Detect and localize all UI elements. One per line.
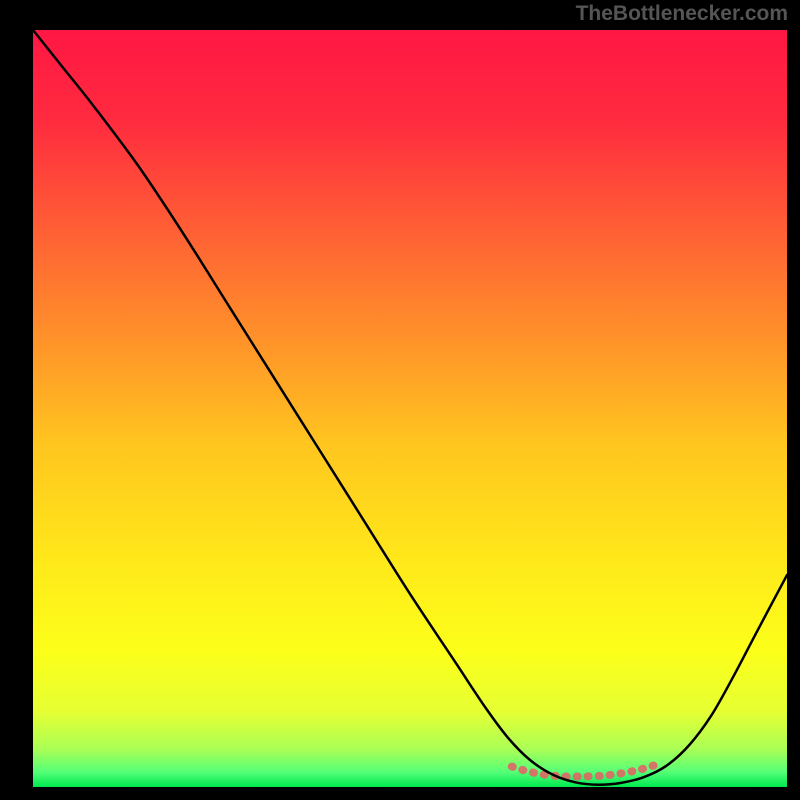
chart-canvas: TheBottlenecker.com	[0, 0, 800, 800]
chart-svg	[0, 0, 800, 800]
watermark-text: TheBottlenecker.com	[576, 2, 788, 26]
plot-background	[33, 30, 787, 787]
